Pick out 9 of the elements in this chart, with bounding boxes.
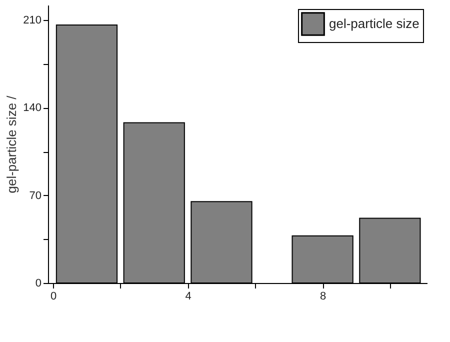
x-tick-label: 8 — [320, 290, 326, 302]
y-axis-title: gel-particle size / — [4, 95, 20, 194]
x-tick-label: 0 — [50, 290, 57, 302]
y-tick-label: 210 — [23, 14, 42, 27]
x-tick-label: 4 — [185, 290, 192, 302]
y-tick-label: 70 — [29, 190, 42, 202]
y-tick-label: 140 — [23, 102, 42, 114]
y-tick-label: 0 — [35, 278, 42, 290]
legend-label: gel-particle size — [329, 16, 420, 31]
